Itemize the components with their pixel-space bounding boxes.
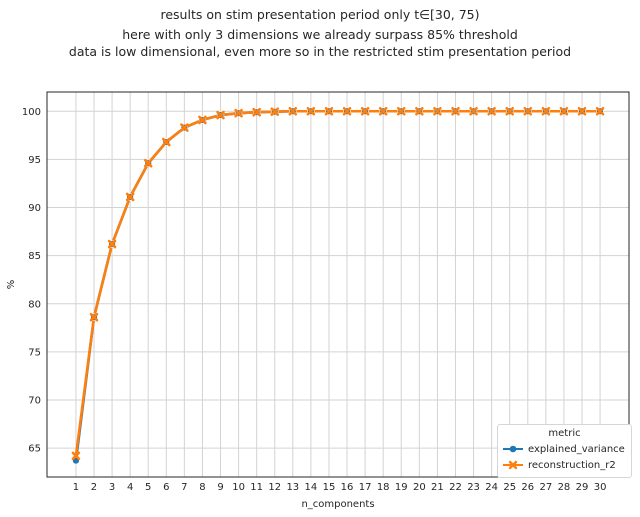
y-tick-label: 75 — [28, 347, 41, 358]
point-reconstruction_r2 — [595, 106, 605, 116]
y-tick-label: 70 — [28, 396, 41, 407]
legend-swatch-explained-variance — [503, 445, 523, 453]
x-tick-label: 4 — [127, 482, 133, 493]
point-reconstruction_r2 — [360, 106, 370, 116]
point-reconstruction_r2 — [451, 106, 460, 116]
x-tick-label: 12 — [268, 482, 281, 493]
y-tick-label: 90 — [28, 203, 41, 214]
point-reconstruction_r2 — [378, 106, 388, 116]
point-reconstruction_r2 — [216, 110, 225, 120]
y-tick-label: 65 — [28, 444, 41, 455]
point-reconstruction_r2 — [161, 137, 171, 147]
point-reconstruction_r2 — [71, 451, 81, 461]
point-reconstruction_r2 — [198, 115, 207, 125]
x-tick-label: 7 — [181, 482, 187, 493]
x-tick-label: 27 — [539, 482, 552, 493]
x-tick-label: 28 — [558, 482, 571, 493]
x-tick-label: 19 — [395, 482, 408, 493]
point-reconstruction_r2 — [541, 106, 551, 116]
y-tick-label: 100 — [22, 107, 41, 118]
point-reconstruction_r2 — [396, 106, 406, 116]
chart-title-line-1: results on stim presentation period only… — [160, 7, 480, 22]
point-reconstruction_r2 — [523, 106, 533, 116]
x-tick-label: 26 — [521, 482, 534, 493]
x-tick-label: 13 — [286, 482, 299, 493]
point-reconstruction_r2 — [415, 106, 424, 116]
point-reconstruction_r2 — [270, 107, 280, 117]
point-reconstruction_r2 — [505, 106, 515, 116]
point-reconstruction_r2 — [342, 106, 352, 116]
x-tick-label: 1 — [73, 482, 79, 493]
x-tick-label: 23 — [467, 482, 480, 493]
point-reconstruction_r2 — [559, 106, 569, 116]
legend-title: metric — [548, 428, 581, 439]
point-reconstruction_r2 — [107, 239, 117, 249]
point-reconstruction_r2 — [324, 106, 334, 116]
point-reconstruction_r2 — [577, 106, 587, 116]
point-reconstruction_r2 — [234, 108, 243, 118]
y-axis-label: % — [6, 280, 17, 290]
x-tick-label: 6 — [163, 482, 169, 493]
y-tick-label: 95 — [28, 155, 41, 166]
point-reconstruction_r2 — [125, 192, 135, 202]
x-tick-label: 10 — [232, 482, 245, 493]
x-tick-label: 21 — [431, 482, 444, 493]
x-tick-label: 16 — [341, 482, 354, 493]
x-tick-label: 2 — [91, 482, 97, 493]
y-tick-label: 80 — [28, 299, 41, 310]
x-tick-label: 11 — [250, 482, 263, 493]
point-reconstruction_r2 — [180, 123, 189, 132]
x-axis-label: n_components — [301, 499, 374, 510]
x-tick-label: 24 — [485, 482, 498, 493]
plot-frame — [46, 91, 630, 478]
x-tick-label: 17 — [359, 482, 372, 493]
x-tick-label: 15 — [323, 482, 336, 493]
chart-title-line-3: data is low dimensional, even more so in… — [68, 44, 572, 59]
x-tick-label: 20 — [413, 482, 426, 493]
x-tick-label: 9 — [217, 482, 223, 493]
legend-label-explained-variance: explained_variance — [528, 443, 625, 455]
x-tick-label: 8 — [199, 482, 205, 493]
x-tick-label: 14 — [305, 482, 318, 493]
point-reconstruction_r2 — [89, 312, 99, 322]
point-reconstruction_r2 — [288, 106, 298, 116]
chart-title-line-2: here with only 3 dimensions we already s… — [122, 27, 518, 42]
point-reconstruction_r2 — [487, 106, 496, 116]
point-reconstruction_r2 — [252, 107, 261, 117]
point-reconstruction_r2 — [433, 106, 442, 116]
x-tick-label: 22 — [449, 482, 462, 493]
legend-swatch-reconstruction-r2 — [503, 460, 523, 470]
legend: metric explained_variance reconstruction… — [497, 424, 632, 478]
point-reconstruction_r2 — [143, 158, 153, 168]
x-tick-label: 25 — [503, 482, 516, 493]
x-tick-label: 3 — [109, 482, 115, 493]
x-tick-label: 30 — [594, 482, 607, 493]
legend-label-reconstruction-r2: reconstruction_r2 — [528, 459, 616, 471]
point-reconstruction_r2 — [306, 106, 316, 116]
legend-item-explained-variance: explained_variance — [502, 442, 625, 456]
x-tick-label: 29 — [576, 482, 589, 493]
x-tick-label: 5 — [145, 482, 151, 493]
point-reconstruction_r2 — [469, 106, 478, 116]
x-tick-label: 18 — [377, 482, 390, 493]
legend-item-reconstruction-r2: reconstruction_r2 — [502, 458, 616, 472]
y-tick-label: 85 — [28, 251, 41, 262]
plot-area — [47, 92, 629, 477]
